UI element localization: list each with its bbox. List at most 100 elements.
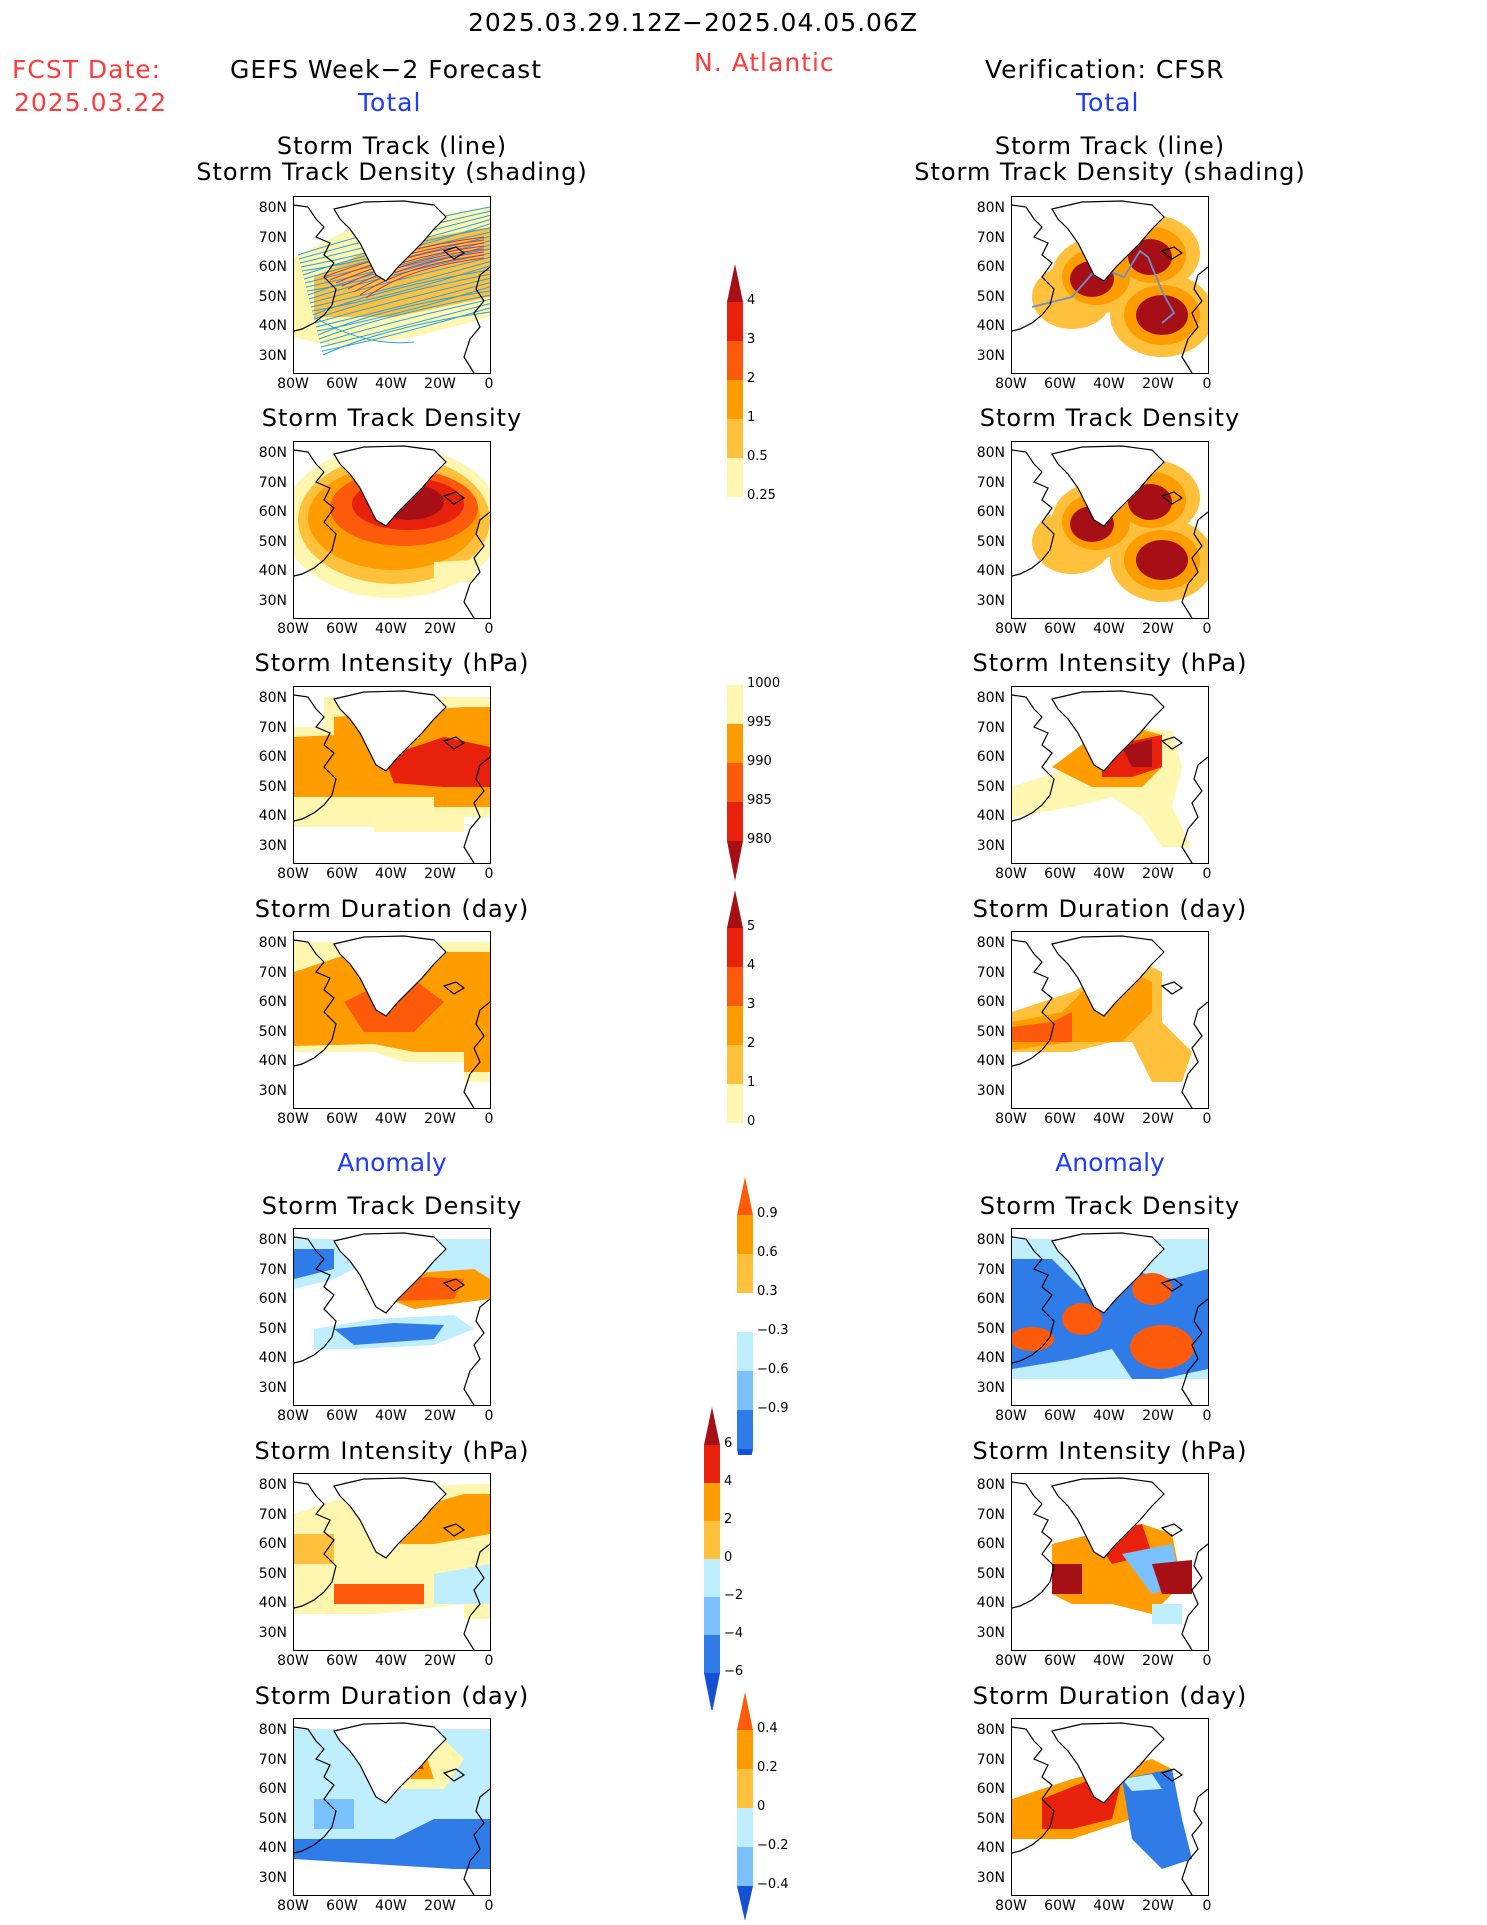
lon-tick-label: 60W bbox=[1044, 376, 1076, 392]
lat-tick-label: 30N bbox=[258, 1082, 287, 1099]
lat-tick-label: 40N bbox=[258, 808, 287, 824]
lat-tick-label: 30N bbox=[258, 592, 287, 609]
colorbar-tick-label: 6 bbox=[724, 1436, 733, 1451]
lon-tick-label: 0 bbox=[484, 1111, 494, 1127]
lon-tick-label: 0 bbox=[1202, 1653, 1212, 1669]
lon-tick-label: 20W bbox=[1142, 1653, 1174, 1669]
lat-tick-label: 30N bbox=[258, 1869, 287, 1886]
lat-tick-label: 80N bbox=[976, 935, 1005, 951]
lon-tick-label: 80W bbox=[277, 621, 309, 637]
colorbar-density-anom bbox=[737, 1177, 753, 1455]
lat-tick-label: 80N bbox=[976, 200, 1005, 216]
lat-tick-label: 40N bbox=[976, 808, 1005, 824]
total-label-right: Total bbox=[1076, 88, 1140, 117]
lon-tick-label: 20W bbox=[424, 1111, 456, 1127]
lon-tick-label: 40W bbox=[1093, 621, 1125, 637]
lon-tick-label: 60W bbox=[326, 621, 358, 637]
lon-tick-label: 60W bbox=[1044, 1898, 1076, 1914]
lon-tick-label: 0 bbox=[484, 376, 494, 392]
colorbar-tick-label: 0.25 bbox=[747, 488, 776, 503]
lat-tick-label: 40N bbox=[976, 1840, 1005, 1856]
lat-tick-label: 30N bbox=[976, 1624, 1005, 1641]
colorbar-tick-label: 0 bbox=[757, 1799, 766, 1814]
lat-tick-label: 60N bbox=[258, 259, 287, 275]
verification-title: Verification: CFSR bbox=[985, 55, 1225, 84]
colorbar-tick-label: −4 bbox=[724, 1626, 744, 1641]
title-intensity-anom-left: Storm Intensity (hPa) bbox=[254, 1437, 530, 1465]
colorbar-tick-label: 990 bbox=[747, 754, 772, 769]
title-duration-right: Storm Duration (day) bbox=[972, 895, 1248, 923]
lat-tick-label: 70N bbox=[976, 1506, 1005, 1523]
colorbar-tick-label: 1 bbox=[747, 1075, 756, 1090]
lon-tick-label: 0 bbox=[484, 621, 494, 637]
lat-tick-label: 50N bbox=[976, 1320, 1005, 1337]
lat-tick-label: 30N bbox=[976, 592, 1005, 609]
lat-tick-label: 60N bbox=[976, 1536, 1005, 1552]
fcst-date: 2025.03.22 bbox=[14, 88, 168, 117]
lon-tick-label: 40W bbox=[375, 866, 407, 882]
colorbar-duration-total bbox=[727, 890, 743, 1153]
lon-tick-label: 40W bbox=[1093, 376, 1125, 392]
lat-tick-label: 60N bbox=[258, 1291, 287, 1307]
lat-tick-label: 50N bbox=[976, 1810, 1005, 1827]
lon-tick-label: 0 bbox=[1202, 866, 1212, 882]
lon-tick-label: 20W bbox=[424, 376, 456, 392]
map-intensity-anom-forecast bbox=[293, 1473, 491, 1651]
colorbar-tick-label: 4 bbox=[747, 958, 756, 973]
colorbar-intensity-anom bbox=[704, 1407, 720, 1710]
lon-tick-label: 80W bbox=[277, 1408, 309, 1424]
lat-tick-label: 80N bbox=[258, 1477, 287, 1493]
anomaly-label-left: Anomaly bbox=[337, 1148, 447, 1177]
title-density-anom-right: Storm Track Density bbox=[979, 1192, 1241, 1220]
colorbar-tick-label: 995 bbox=[747, 715, 772, 730]
total-label-left: Total bbox=[358, 88, 422, 117]
lon-tick-label: 60W bbox=[326, 1111, 358, 1127]
title-duration-anom-left: Storm Duration (day) bbox=[254, 1682, 530, 1710]
map-duration-anom-verification bbox=[1011, 1718, 1209, 1896]
colorbar-tick-label: 2 bbox=[724, 1512, 733, 1527]
lat-tick-label: 40N bbox=[258, 563, 287, 579]
lat-tick-label: 70N bbox=[976, 1261, 1005, 1278]
lon-tick-label: 60W bbox=[1044, 1111, 1076, 1127]
map-duration-forecast bbox=[293, 931, 491, 1109]
lat-tick-label: 80N bbox=[976, 1722, 1005, 1738]
lon-tick-label: 80W bbox=[277, 376, 309, 392]
colorbar-tick-label: 3 bbox=[747, 997, 756, 1012]
colorbar-tick-label: −2 bbox=[724, 1588, 744, 1603]
colorbar-tick-label: 0.2 bbox=[757, 1760, 778, 1775]
colorbar-tick-label: −0.4 bbox=[757, 1877, 789, 1892]
lat-tick-label: 70N bbox=[976, 474, 1005, 491]
colorbar-density-total bbox=[727, 264, 743, 527]
lat-tick-label: 70N bbox=[976, 719, 1005, 736]
lon-tick-label: 60W bbox=[1044, 866, 1076, 882]
lat-tick-label: 30N bbox=[976, 1082, 1005, 1099]
lon-tick-label: 80W bbox=[995, 1111, 1027, 1127]
lon-tick-label: 0 bbox=[1202, 376, 1212, 392]
lon-tick-label: 80W bbox=[277, 1653, 309, 1669]
lat-tick-label: 70N bbox=[258, 229, 287, 246]
lon-tick-label: 40W bbox=[1093, 866, 1125, 882]
lat-tick-label: 60N bbox=[976, 994, 1005, 1010]
lat-tick-label: 70N bbox=[258, 719, 287, 736]
map-intensity-verification bbox=[1011, 686, 1209, 864]
lat-tick-label: 70N bbox=[976, 229, 1005, 246]
lat-tick-label: 40N bbox=[976, 1595, 1005, 1611]
map-density-forecast bbox=[293, 441, 491, 619]
colorbar-tick-label: 985 bbox=[747, 793, 772, 808]
title-track-shading-left: Storm Track Density (shading) bbox=[196, 158, 588, 186]
lon-tick-label: 20W bbox=[424, 1898, 456, 1914]
lat-tick-label: 80N bbox=[258, 1722, 287, 1738]
lat-tick-label: 60N bbox=[258, 504, 287, 520]
lat-tick-label: 70N bbox=[258, 964, 287, 981]
lon-tick-label: 40W bbox=[375, 1111, 407, 1127]
lat-tick-label: 40N bbox=[258, 1840, 287, 1856]
map-intensity-anom-verification bbox=[1011, 1473, 1209, 1651]
colorbar-tick-label: 0.5 bbox=[747, 449, 768, 464]
colorbar-tick-label: −0.2 bbox=[757, 1838, 789, 1853]
colorbar-tick-label: 0.4 bbox=[757, 1721, 778, 1736]
region-title: N. Atlantic bbox=[694, 48, 835, 77]
date-range-title: 2025.03.29.12Z−2025.04.05.06Z bbox=[468, 8, 918, 37]
lat-tick-label: 30N bbox=[258, 1624, 287, 1641]
lat-tick-label: 30N bbox=[976, 347, 1005, 364]
lat-tick-label: 40N bbox=[976, 1053, 1005, 1069]
